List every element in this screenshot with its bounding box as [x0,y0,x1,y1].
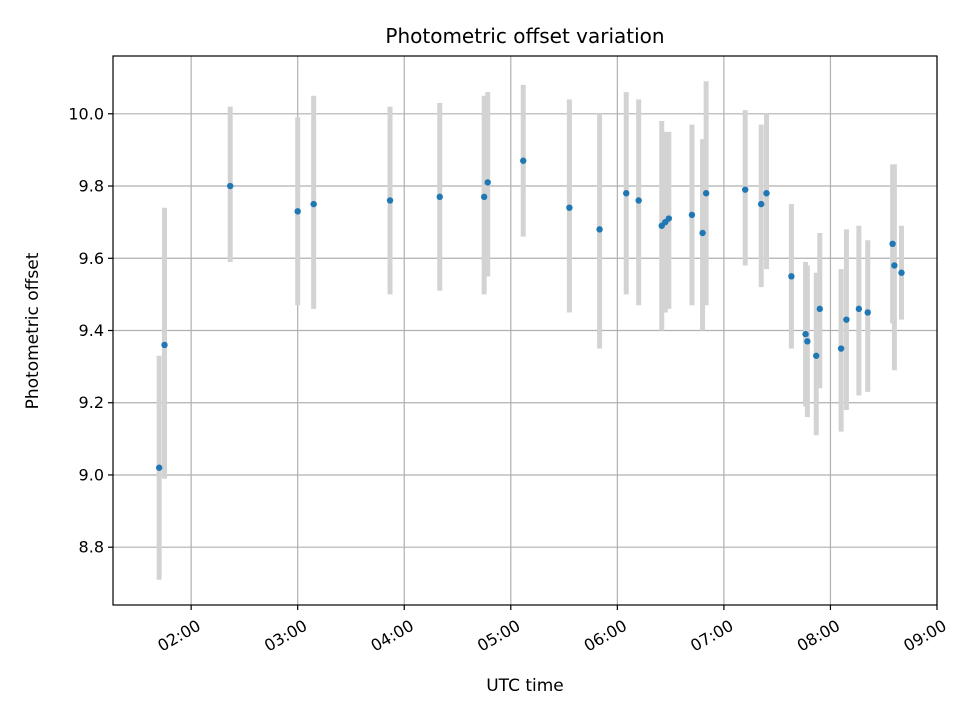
data-point [480,193,488,201]
data-point [742,186,749,193]
data-point [802,330,809,338]
data-point [688,211,696,219]
data-point [699,229,706,237]
data-point [635,197,642,204]
y-tick-label: 9.4 [79,321,104,340]
data-point [155,464,163,471]
y-tick-label: 9.2 [79,393,104,412]
data-point [763,190,770,197]
data-point [520,157,527,164]
data-point [757,200,765,208]
y-tick-label: 10.0 [68,104,104,123]
y-tick-label: 8.8 [79,538,104,557]
data-point [310,200,317,208]
data-point [816,305,823,313]
data-point [227,182,234,190]
data-points [155,157,905,471]
data-point [623,190,630,197]
data-point [891,262,898,269]
x-axis-title: UTC time [486,676,564,696]
data-point [665,215,673,222]
data-point [889,240,896,248]
data-point [813,352,820,359]
data-point [837,345,845,352]
data-point [566,204,573,211]
data-point [788,273,795,280]
data-point [804,338,811,345]
data-point [855,305,863,313]
data-point [161,341,168,349]
y-axis: 8.8 9.0 9.2 9.4 9.6 9.8 10.0 [68,104,113,557]
data-point [702,190,710,197]
data-point [484,179,491,186]
y-tick-label: 9.0 [79,465,104,484]
data-point [436,193,443,201]
data-point [843,316,850,323]
y-tick-label: 9.8 [79,177,104,196]
data-point [294,208,301,215]
y-tick-label: 9.6 [79,249,104,268]
y-axis-title: Photometric offset [23,252,43,409]
data-point [864,309,871,316]
data-point [898,269,905,276]
data-point [596,226,603,233]
chart-title: Photometric offset variation [385,24,664,48]
data-point [386,197,394,204]
